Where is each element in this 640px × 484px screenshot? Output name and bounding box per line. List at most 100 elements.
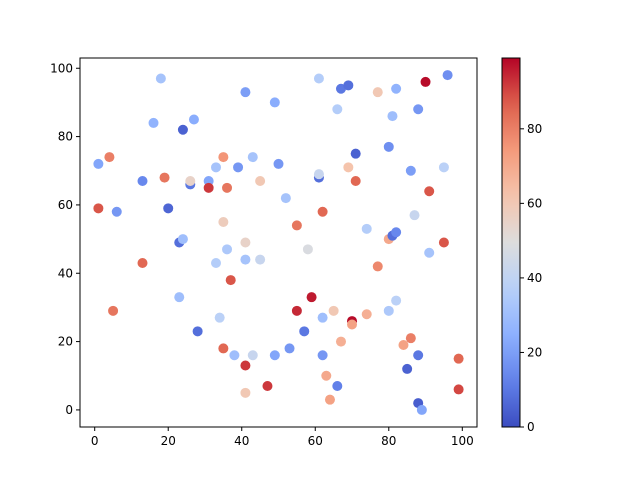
scatter-point [218, 343, 229, 354]
x-tick-label: 60 [308, 434, 323, 448]
scatter-point [211, 162, 222, 173]
scatter-point [240, 387, 251, 398]
scatter-point [93, 158, 104, 169]
scatter-point [177, 234, 188, 245]
scatter-point [240, 254, 251, 265]
scatter-point [284, 343, 295, 354]
scatter-point [306, 292, 317, 303]
scatter-point [108, 305, 119, 316]
scatter-point [442, 70, 453, 81]
scatter-point [177, 124, 188, 135]
scatter-point [262, 381, 273, 391]
scatter-point [137, 258, 148, 268]
scatter-point [174, 292, 185, 303]
scatter-point [324, 394, 335, 405]
x-tick-label: 20 [161, 434, 176, 448]
scatter-point [398, 340, 409, 350]
colorbar-frame [501, 57, 521, 428]
x-axis: 0 20 40 60 80 100 [91, 427, 474, 448]
scatter-point [413, 350, 424, 361]
scatter-point [291, 220, 302, 231]
scatter-point [420, 76, 431, 87]
scatter-point [148, 117, 159, 128]
scatter-point [137, 176, 148, 186]
scatter-point [332, 381, 343, 391]
scatter-point [413, 104, 424, 115]
scatter-point [343, 80, 354, 91]
scatter-point [332, 104, 343, 115]
scatter-point [233, 162, 244, 173]
scatter-point [269, 350, 280, 361]
scatter-point [240, 360, 251, 371]
scatter-point [317, 206, 328, 217]
x-tick-label: 100 [451, 434, 474, 448]
scatter-point [402, 363, 413, 374]
scatter-point [424, 186, 435, 197]
scatter-point [155, 73, 166, 84]
scatter-point [211, 258, 222, 268]
scatter-point [273, 158, 284, 169]
x-tick-label: 40 [234, 434, 249, 448]
scatter-point [163, 203, 174, 214]
scatter-point [383, 141, 394, 152]
scatter-point [328, 305, 339, 316]
scatter-point [291, 305, 302, 316]
scatter-point [269, 97, 280, 108]
scatter-point [453, 353, 464, 364]
scatter-point [240, 237, 251, 248]
scatter-point [391, 227, 402, 238]
scatter-point [203, 176, 214, 186]
scatter-point [361, 309, 372, 320]
y-tick-label: 20 [58, 335, 73, 349]
scatter-point [416, 404, 427, 415]
scatter-point [255, 254, 266, 265]
colorbar-tick-label: 80 [527, 122, 542, 136]
scatter-point [350, 176, 361, 186]
scatter-point [372, 261, 383, 272]
scatter-point [409, 210, 420, 221]
scatter-point [321, 370, 332, 381]
plot-frame [79, 57, 478, 428]
scatter-point [111, 206, 122, 217]
scatter-point [405, 165, 416, 176]
scatter-point [405, 333, 416, 344]
scatter-point [214, 312, 225, 323]
colorbar-axis: 0 20 40 60 80 [520, 122, 542, 434]
scatter-point [424, 247, 435, 258]
scatter-point [335, 336, 346, 347]
colorbar-tick-label: 60 [527, 196, 542, 210]
scatter-point [299, 326, 310, 337]
scatter-point [240, 87, 251, 98]
x-tick-label: 80 [381, 434, 396, 448]
scatter-point [218, 217, 229, 227]
y-tick-label: 60 [58, 198, 73, 212]
scatter-point [350, 148, 361, 159]
y-tick-label: 40 [58, 266, 73, 280]
y-tick-label: 0 [65, 403, 73, 417]
scatter-point [247, 350, 258, 361]
colorbar-tick-label: 40 [527, 271, 542, 285]
scatter-point [192, 326, 203, 337]
scatter-point [225, 275, 236, 286]
scatter-point [159, 172, 170, 183]
scatter-point [343, 162, 354, 173]
scatter-point [453, 384, 464, 395]
scatter-point [347, 319, 358, 330]
colorbar [502, 58, 520, 427]
scatter-point [372, 87, 383, 98]
y-tick-label: 100 [50, 61, 73, 75]
scatter-point [361, 223, 372, 234]
scatter-point [313, 73, 324, 84]
y-axis: 0 20 40 60 80 100 [50, 61, 80, 417]
scatter-point [104, 152, 115, 163]
scatter-point [313, 169, 324, 180]
scatter-point [247, 152, 258, 163]
scatter-point [229, 350, 240, 361]
scatter-point [438, 162, 449, 173]
colorbar-tick-label: 0 [527, 420, 535, 434]
scatter-point [391, 295, 402, 306]
points-layer [93, 70, 464, 415]
scatter-point [222, 244, 233, 255]
